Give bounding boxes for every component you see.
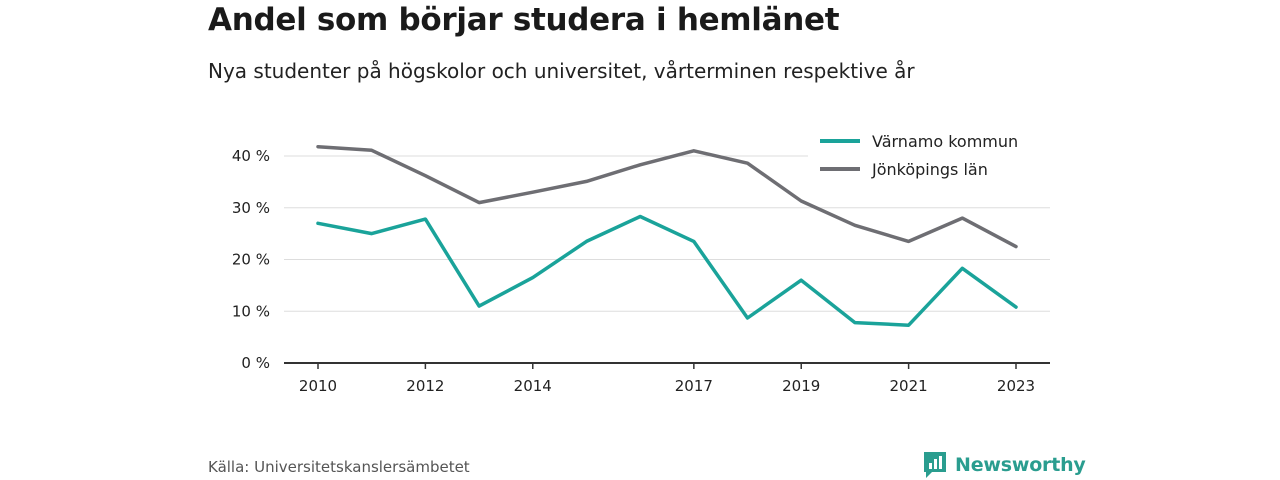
series-line-jönköpings-län bbox=[316, 144, 1018, 249]
legend-label: Jönköpings län bbox=[871, 160, 988, 179]
x-tick-label: 2021 bbox=[890, 377, 928, 395]
y-tick-label: 0 % bbox=[241, 354, 270, 372]
x-tick-label: 2019 bbox=[782, 377, 820, 395]
legend-label: Värnamo kommun bbox=[872, 132, 1018, 151]
x-tick-label: 2010 bbox=[299, 377, 337, 395]
y-tick-label: 40 % bbox=[232, 147, 270, 165]
source-note: Källa: Universitetskanslersämbetet bbox=[208, 458, 470, 476]
series-lines bbox=[316, 144, 1018, 327]
gridlines bbox=[284, 155, 1050, 364]
y-tick-label: 20 % bbox=[232, 251, 270, 269]
x-tick-label: 2014 bbox=[514, 377, 552, 395]
chart-title: Andel som börjar studera i hemlänet bbox=[208, 2, 840, 38]
newsworthy-logo-icon bbox=[924, 452, 946, 478]
x-tick-label: 2012 bbox=[406, 377, 444, 395]
x-tick-label: 2023 bbox=[997, 377, 1035, 395]
legend: Värnamo kommun Jönköpings län bbox=[808, 127, 1052, 185]
chart-subtitle: Nya studenter på högskolor och universit… bbox=[208, 59, 915, 83]
x-tick-label: 2017 bbox=[675, 377, 713, 395]
x-axis-ticks: 2010 2012 2014 2017 2019 2021 2023 bbox=[299, 363, 1035, 395]
brand-name: Newsworthy bbox=[955, 454, 1086, 476]
series-line-värnamo-kommun bbox=[316, 214, 1018, 327]
brand[interactable]: Newsworthy bbox=[922, 450, 1086, 480]
y-axis-ticks: 0 % 10 % 20 % 30 % 40 % bbox=[232, 147, 270, 372]
y-tick-label: 10 % bbox=[232, 302, 270, 320]
y-tick-label: 30 % bbox=[232, 199, 270, 217]
legend-background bbox=[808, 127, 1052, 185]
